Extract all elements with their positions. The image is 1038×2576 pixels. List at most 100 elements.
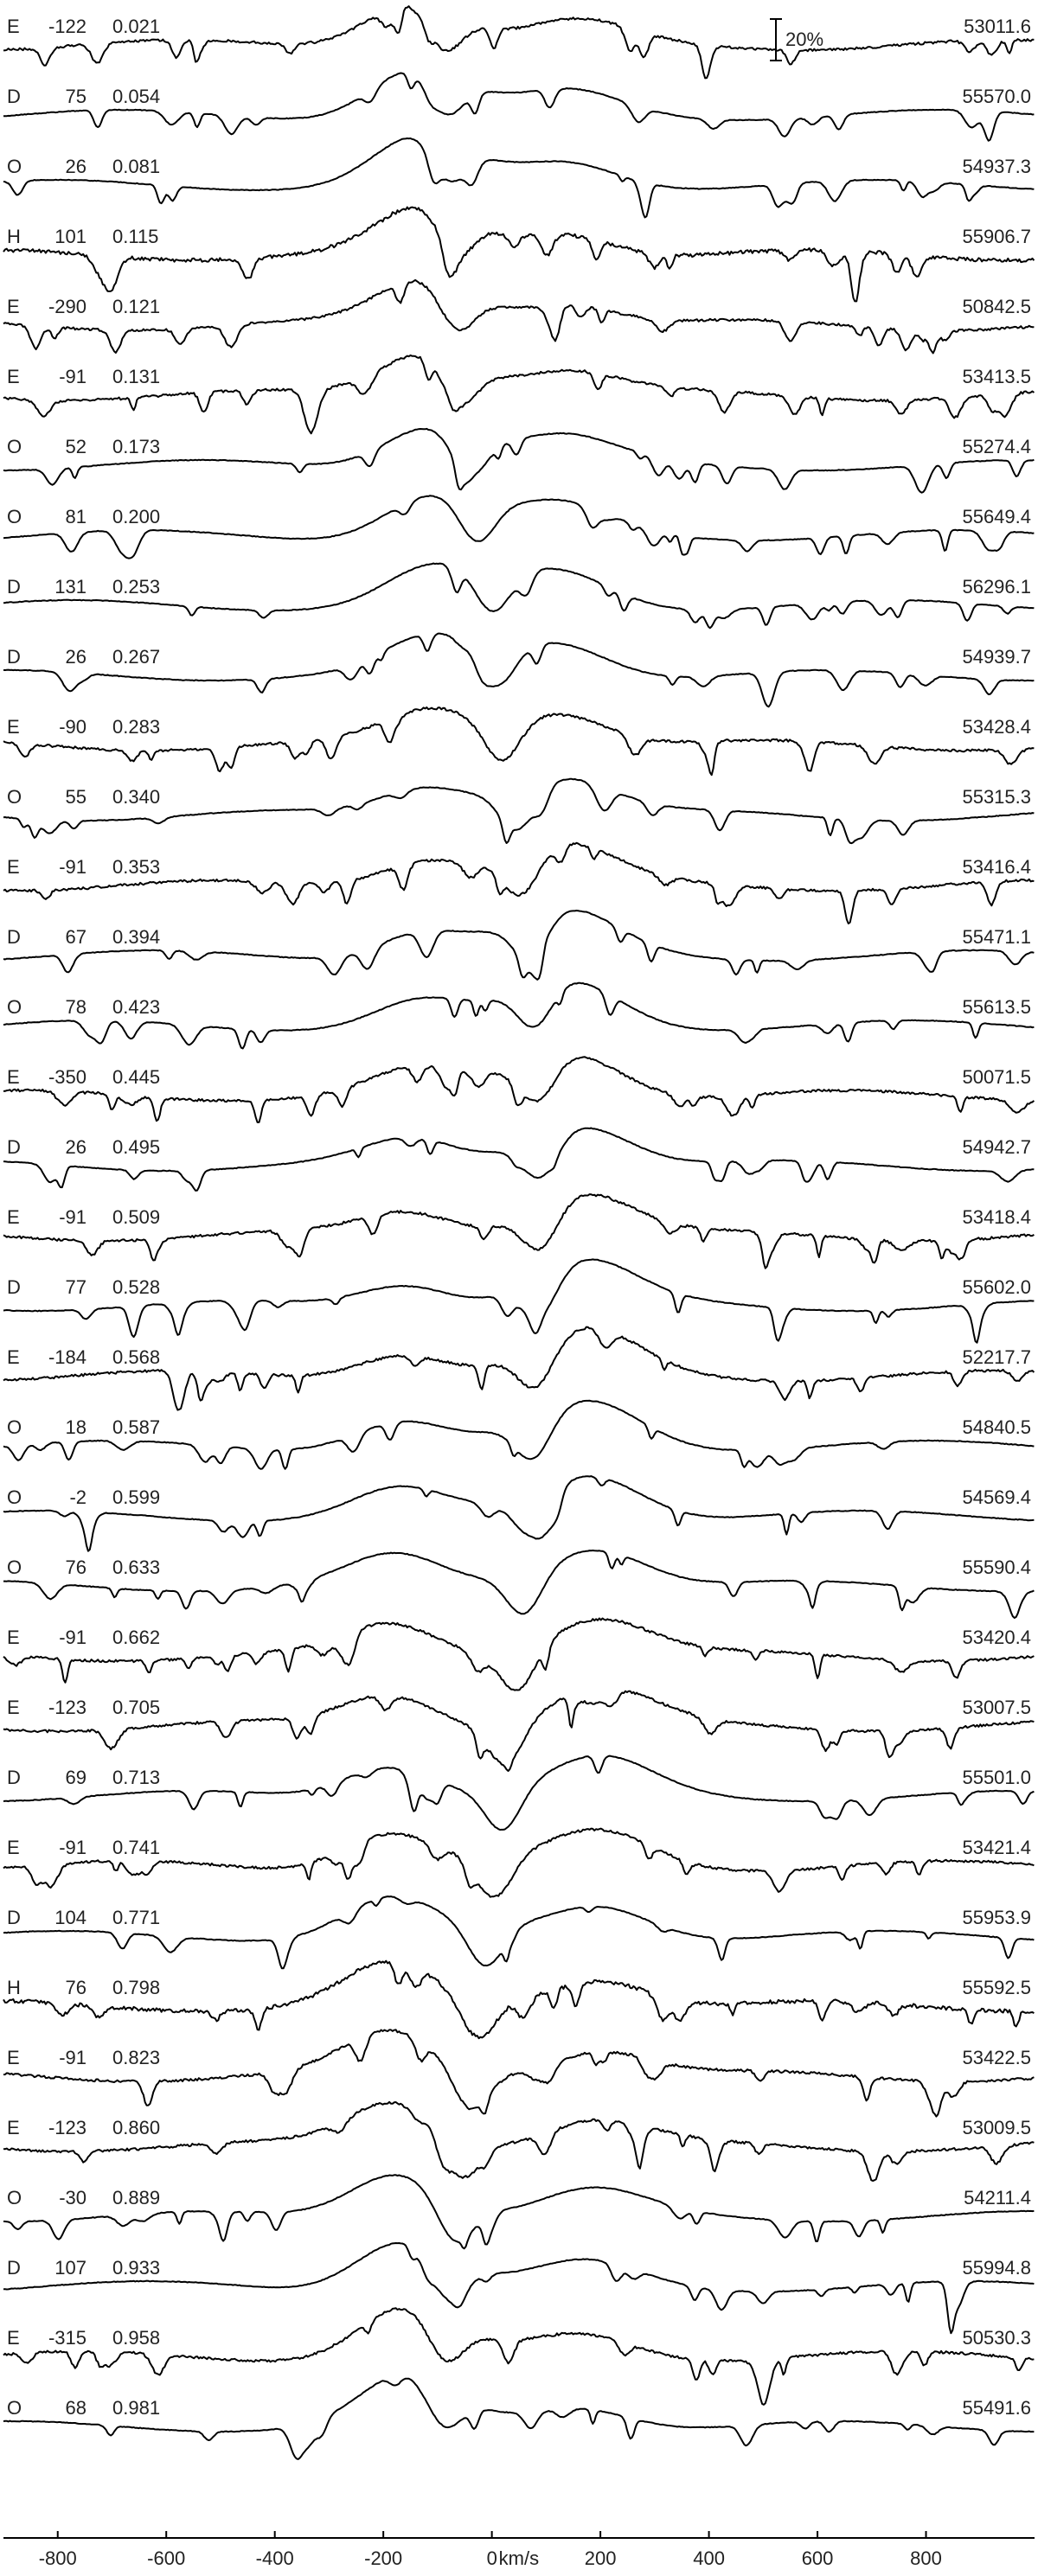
spectrum-trace xyxy=(3,706,1035,777)
x-tick-label: -200 xyxy=(364,2547,402,2569)
spectrum-trace xyxy=(3,1127,1035,1192)
spectrum-mjd-label: 54211.4 xyxy=(964,2187,1031,2208)
spectrum-phase-label: 0.741 xyxy=(112,1837,160,1858)
spectrum-mjd-label: 53007.5 xyxy=(962,1697,1031,1718)
spectrum-mjd-label: 54569.4 xyxy=(962,1486,1031,1508)
spectrum-mjd-label: 55501.0 xyxy=(962,1767,1031,1788)
spectrum-instrument-label: E xyxy=(7,296,20,317)
spectrum-phase-label: 0.131 xyxy=(112,366,160,387)
spectrum-mjd-label: 53416.4 xyxy=(962,856,1031,878)
spectrum-phase-label: 0.173 xyxy=(112,436,160,457)
spectrum-trace xyxy=(3,2029,1035,2118)
x-axis-unit-label: km/s xyxy=(499,2547,539,2569)
spectrum-phase-label: 0.889 xyxy=(112,2187,160,2208)
spectrum-trace xyxy=(3,427,1035,494)
spectrum-trace xyxy=(3,2377,1035,2460)
spectrum-mjd-label: 53421.4 xyxy=(962,1837,1031,1858)
spectrum-rv-label: 26 xyxy=(66,156,86,177)
spectrum-rv-label: -30 xyxy=(59,2187,86,2208)
spectrum-trace xyxy=(3,1475,1035,1552)
spectrum-mjd-label: 50530.3 xyxy=(962,2327,1031,2349)
spectrum-phase-label: 0.121 xyxy=(112,296,160,317)
spectrum-instrument-label: E xyxy=(7,1697,20,1718)
spectrum-rv-label: 131 xyxy=(54,576,86,598)
spectrum-phase-label: 0.054 xyxy=(112,86,160,107)
spectrum-phase-label: 0.200 xyxy=(112,506,160,527)
spectrum-mjd-label: 55592.5 xyxy=(962,1977,1031,1998)
spectrum-rv-label: 81 xyxy=(66,506,86,527)
spectrum-trace xyxy=(3,1326,1035,1411)
spectrum-mjd-label: 55953.9 xyxy=(962,1907,1031,1928)
spectrum-instrument-label: D xyxy=(7,1767,21,1788)
spectrum-trace xyxy=(3,206,1035,303)
spectrum-instrument-label: D xyxy=(7,1276,21,1298)
spectrum-instrument-label: E xyxy=(7,1837,20,1858)
x-tick-label: 0 xyxy=(487,2547,497,2569)
spectrum-phase-label: 0.599 xyxy=(112,1486,160,1508)
spectrum-rv-label: 101 xyxy=(54,226,86,247)
spectrum-trace xyxy=(3,1550,1035,1619)
spectrum-trace xyxy=(3,1399,1035,1470)
spectrum-trace xyxy=(3,495,1035,559)
x-axis-ticks: -800 -600 -400 -200 200 400 600 800 0 xyxy=(39,2531,942,2569)
spectrum-phase-label: 0.705 xyxy=(112,1697,160,1718)
spectrum-instrument-label: O xyxy=(7,1556,22,1578)
spectrum-mjd-label: 53422.5 xyxy=(962,2047,1031,2068)
spectrum-rv-label: 75 xyxy=(66,86,86,107)
spectrum-instrument-label: O xyxy=(7,1486,22,1508)
spectrum-mjd-label: 55315.3 xyxy=(962,786,1031,808)
spectrum-trace xyxy=(3,910,1035,981)
x-tick-label: -800 xyxy=(39,2547,77,2569)
spectrum-phase-label: 0.115 xyxy=(112,226,158,247)
spectrum-mjd-label: 53420.4 xyxy=(962,1627,1031,1648)
spectrum-instrument-label: O xyxy=(7,996,22,1018)
spectrum-instrument-label: D xyxy=(7,1907,21,1928)
spectrum-instrument-label: D xyxy=(7,1136,21,1158)
spectrum-trace xyxy=(3,562,1035,630)
spectrum-phase-label: 0.267 xyxy=(112,646,160,668)
spectrum-trace xyxy=(3,2100,1035,2182)
spectrum-rv-label: -184 xyxy=(48,1346,86,1368)
spectra-traces xyxy=(3,5,1035,2460)
spectrum-mjd-label: 54942.7 xyxy=(962,1136,1031,1158)
spectrum-trace xyxy=(3,1193,1035,1269)
spectrum-mjd-label: 55274.4 xyxy=(962,436,1031,457)
spectrum-rv-label: 76 xyxy=(66,1977,86,1998)
spectrum-mjd-label: 56296.1 xyxy=(962,576,1031,598)
spectrum-rv-label: 67 xyxy=(66,926,86,948)
spectrum-rv-label: -91 xyxy=(59,1206,86,1228)
spectrum-mjd-label: 55602.0 xyxy=(962,1276,1031,1298)
spectrum-instrument-label: O xyxy=(7,786,22,808)
spectrum-phase-label: 0.509 xyxy=(112,1206,160,1228)
spectrum-phase-label: 0.587 xyxy=(112,1416,160,1438)
spectrum-instrument-label: E xyxy=(7,2327,20,2349)
spectrum-phase-label: 0.662 xyxy=(112,1627,160,1648)
spectrum-phase-label: 0.283 xyxy=(112,716,160,738)
spectrum-instrument-label: D xyxy=(7,86,21,107)
spectrum-mjd-label: 55649.4 xyxy=(962,506,1031,527)
spectrum-mjd-label: 53009.5 xyxy=(962,2117,1031,2138)
spectrum-rv-label: -2 xyxy=(69,1486,86,1508)
spectrum-rv-label: 52 xyxy=(66,436,86,457)
x-tick-label: 400 xyxy=(693,2547,725,2569)
spectrum-instrument-label: E xyxy=(7,16,20,37)
spectrum-trace xyxy=(3,1617,1035,1691)
spectrum-mjd-label: 55491.6 xyxy=(962,2397,1031,2419)
spectrum-rv-label: -91 xyxy=(59,366,86,387)
spectrum-phase-label: 0.713 xyxy=(112,1767,160,1788)
spectrum-phase-label: 0.081 xyxy=(112,156,160,177)
spectrum-trace xyxy=(3,1827,1035,1898)
spectrum-phase-label: 0.823 xyxy=(112,2047,160,2068)
spectrum-instrument-label: E xyxy=(7,2117,20,2138)
spectrum-rv-label: 76 xyxy=(66,1556,86,1578)
spectrum-trace xyxy=(3,1755,1035,1831)
spectrum-rv-label: 26 xyxy=(66,646,86,668)
x-tick-label: 200 xyxy=(585,2547,617,2569)
spectrum-phase-label: 0.958 xyxy=(112,2327,160,2349)
spectrum-instrument-label: D xyxy=(7,646,21,668)
spectrum-rv-label: 69 xyxy=(66,1767,86,1788)
spectrum-trace xyxy=(3,5,1035,80)
scale-bar: 20% xyxy=(770,18,823,61)
spectrum-mjd-label: 54939.7 xyxy=(962,646,1031,668)
spectrum-phase-label: 0.394 xyxy=(112,926,160,948)
